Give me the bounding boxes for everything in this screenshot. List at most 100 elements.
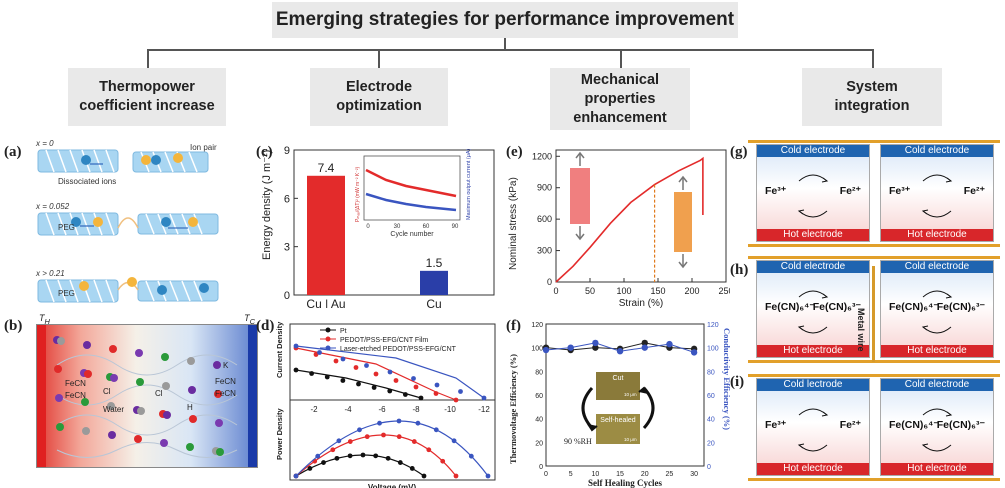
panel-f-ylabel-right: Conductivity Efficiency (%) (722, 328, 730, 430)
panel-b-th: TH (39, 313, 50, 326)
panel-f-ytick-left: 120 (531, 322, 543, 329)
panel-e-xtick: 50 (585, 286, 595, 296)
panel-b-ion (187, 357, 195, 365)
panel-f-label: (f) (506, 318, 521, 334)
panel-d-bottom-point (385, 455, 391, 461)
panel-i-ion-right: Fe(CN)₆³⁻ (936, 419, 985, 431)
panel-h-wire-label: Metal wire (856, 308, 866, 352)
panel-g-cold-electrode: Cold electrode (757, 145, 869, 157)
panel-c-bar-cu-au (307, 175, 345, 295)
panel-d-top-point (453, 397, 459, 403)
panel-i-plate-bottom (748, 478, 1000, 481)
panel-f-ytick-left: 80 (535, 369, 543, 376)
panel-g-hot-electrode: Hot electrode (757, 229, 869, 241)
panel-h-ion-right: Fe(CN)₆³⁻ (812, 301, 861, 313)
panel-e-ytick: 300 (537, 246, 552, 256)
category-mechanical-line1: Mechanical (580, 71, 660, 88)
panel-a-peg-2: PEG (58, 289, 75, 298)
panel-g-cycle-arrows (797, 174, 829, 218)
panel-h-cycle-arrows (797, 290, 829, 334)
panel-e-stress-curve (555, 156, 704, 283)
category-electrode-line1: Electrode (345, 79, 413, 95)
panel-b-tc-text: T (244, 313, 250, 323)
panel-e-xtick: 250 (718, 286, 730, 296)
panel-f-xlabel: Self Healing Cycles (588, 478, 662, 488)
category-electrode-line2: optimization (336, 98, 422, 114)
panel-e-sample-orange (674, 192, 692, 252)
panel-c-chart: 0 3 6 9 7.4 1.5 Cu | Au Cu Energy density (… (261, 145, 495, 308)
panel-a-label: (a) (4, 144, 22, 160)
panel-h-hot-electrode: Hot electrode (881, 345, 993, 357)
panel-f-ytick-left: 100 (531, 346, 543, 353)
panel-c-ytick: 6 (284, 193, 290, 205)
panel-a-ion-pair: Ion pair (190, 143, 217, 152)
panel-f-ytick-left: 40 (535, 417, 543, 424)
category-system-line2: integration (834, 98, 910, 114)
panel-i-cell-1: Cold lectrode Hot electrode Fe³⁺ Fe²⁺ (756, 378, 870, 476)
panel-d-bottom-point (373, 453, 379, 459)
tree-stem (504, 38, 506, 50)
panel-b-ion (108, 431, 116, 439)
panel-g-cell-2: Cold electrode Hot electrode Fe³⁺ Fe²⁺ (880, 144, 994, 242)
panel-d-bottom-point (357, 427, 362, 433)
panel-f-micro-bottom (596, 414, 640, 444)
panel-d-top-point (340, 378, 346, 383)
panel-d-bottom-point (433, 427, 439, 433)
panel-e-ylabel: Nominal stress (kPa) (508, 177, 519, 270)
panel-d-top-point (418, 395, 424, 401)
tree-drop-1 (147, 49, 149, 69)
panel-a-row3: x > 0.21 (35, 269, 65, 278)
panel-d-top-point (413, 384, 419, 390)
panel-d-bottom-point (453, 473, 459, 479)
panel-b-gradient: TH TC FeCN FeCN Cl Cl FeCN FeCN H K Wate… (36, 313, 258, 468)
panel-b-ion (213, 361, 221, 369)
panel-b-ion (214, 390, 222, 398)
panel-h-cold-electrode: Cold electrode (881, 261, 993, 273)
panel-e-xtick: 100 (616, 286, 631, 296)
panel-d-bottom-point (347, 439, 353, 444)
panel-d-bottom-point (321, 460, 326, 465)
panel-b-tc-sub: C (249, 316, 255, 326)
category-system-line1: System (846, 79, 898, 95)
panel-f-xtick: 25 (666, 471, 674, 478)
category-mechanical: Mechanical properties enhancement (550, 68, 690, 130)
panel-d-top-point (433, 391, 439, 396)
panel-d-bottom-point (468, 453, 474, 459)
panel-d-top-point (434, 382, 440, 388)
panel-c-bar-cu-value: 1.5 (426, 256, 443, 270)
panel-f-ytick-left: 20 (535, 440, 543, 447)
panel-d-top-point (481, 395, 487, 401)
panel-e-label: (e) (506, 144, 523, 160)
panel-b-ion (81, 398, 89, 406)
category-mechanical-line2: properties (584, 90, 656, 107)
panel-c-bar-cu-name: Cu (426, 297, 441, 308)
panel-f-ytick-left: 60 (535, 393, 543, 400)
panel-d-xtick: -2 (310, 405, 318, 414)
panel-f-scale-2: 10 μm (624, 437, 637, 442)
panel-f-point-blue (616, 348, 624, 355)
panel-b-ion (57, 337, 65, 345)
panel-d-bottom-ylabel: Power Density (275, 407, 284, 460)
panel-g-label: (g) (730, 144, 748, 160)
panel-e-xtick: 150 (650, 286, 665, 296)
panel-b-ion (107, 402, 115, 410)
panel-b-species-8: K (223, 361, 229, 370)
panel-b-ion (161, 353, 169, 361)
panel-i-ion-right: Fe²⁺ (839, 419, 861, 431)
panel-d-legend-label: Pt (340, 328, 347, 335)
tree-drop-3 (620, 49, 622, 69)
panel-d-top-point (458, 389, 463, 394)
panel-b-ion (188, 386, 196, 394)
panel-c-ytick: 9 (284, 145, 290, 157)
panel-d-label: (d) (256, 318, 275, 334)
panel-f-ylabel-left: Thermovoltage Efficiency (%) (508, 354, 518, 464)
panel-d-top-point (411, 376, 416, 381)
panel-f-healed: Self-healed (600, 417, 636, 424)
panel-h-label: (h) (730, 262, 749, 278)
panel-d-chart: Pt PEDOT/PSS-EFG/CNT Film Laser-etched PED… (275, 321, 496, 488)
panel-g-cold-electrode: Cold electrode (881, 145, 993, 157)
panel-b-ion (189, 415, 197, 423)
panel-i-cold-electrode: Cold lectrode (757, 379, 869, 391)
panel-d-bottom-series (295, 420, 489, 477)
panel-d-top-point (313, 352, 319, 357)
